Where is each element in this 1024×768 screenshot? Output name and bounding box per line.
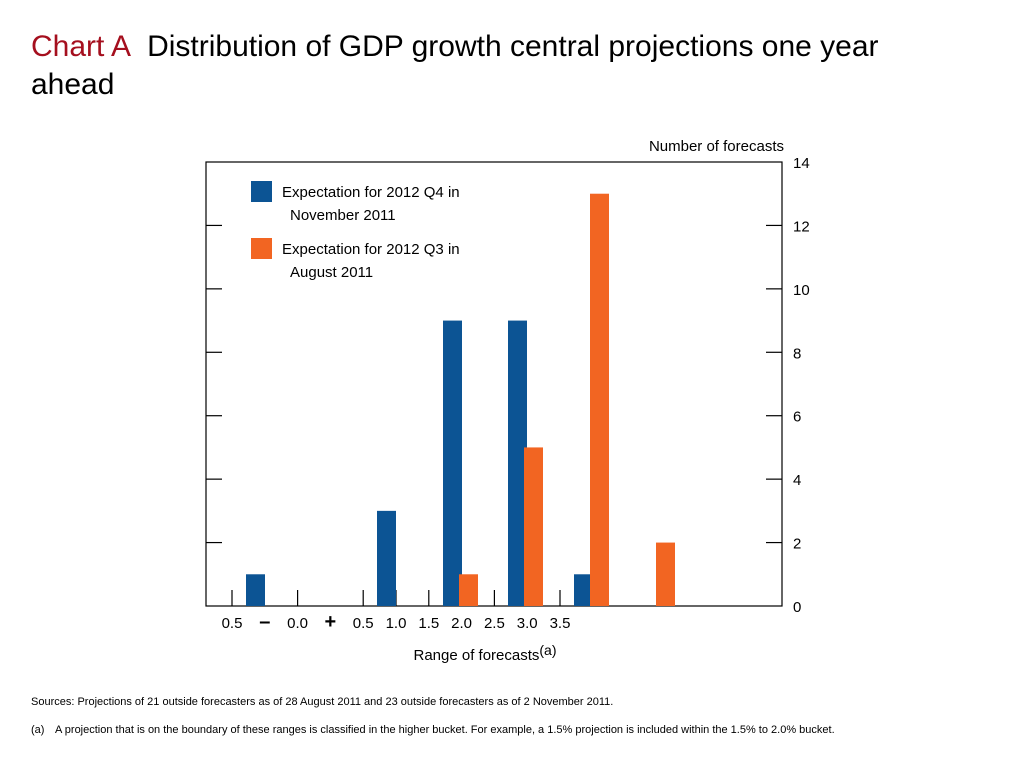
y-tick-label: 8 — [793, 345, 801, 362]
footnote-marker: (a) — [31, 724, 45, 736]
sources-note: Sources: Projections of 21 outside forec… — [31, 696, 614, 708]
x-tick-label: 1.0 — [386, 615, 407, 632]
footnote: (a) A projection that is on the boundary … — [31, 724, 835, 736]
x-tick-label: 2.0 — [451, 615, 472, 632]
legend-label-line1: Expectation for 2012 Q3 in — [282, 241, 460, 258]
bar-nov-2011 — [508, 320, 527, 606]
x-axis-label-text: Range of forecasts — [413, 647, 539, 664]
bars — [246, 193, 675, 606]
x-tick-label: 0.0 — [287, 615, 308, 632]
legend: Expectation for 2012 Q4 in November 2011 E… — [251, 181, 460, 281]
y-tick-label: 4 — [793, 472, 801, 489]
legend-label-line1: Expectation for 2012 Q4 in — [282, 184, 460, 201]
x-tick-label: – — [259, 611, 270, 633]
x-axis-ticks: 0.5–0.0 +0.5 1.0 1.5 2.0 2.5 3.0 3.5 — [222, 590, 571, 633]
legend-swatch — [251, 238, 272, 259]
y-tick-label: 0 — [793, 599, 801, 616]
legend-label-line2: November 2011 — [290, 207, 396, 224]
x-tick-label: 2.5 — [484, 615, 505, 632]
bar-nov-2011 — [574, 574, 593, 606]
plot-border — [205, 161, 783, 607]
x-tick-label: 1.5 — [418, 615, 439, 632]
x-tick-label: + — [325, 611, 337, 633]
bar-nov-2011 — [246, 574, 265, 606]
legend-label-line2: August 2011 — [290, 264, 373, 281]
y-tick-label: 14 — [793, 155, 810, 172]
x-tick-label: 3.5 — [550, 615, 571, 632]
legend-swatch — [251, 181, 272, 202]
bar-aug-2011 — [656, 542, 675, 606]
x-axis-label-note: (a) — [539, 642, 556, 658]
plot-frame — [205, 161, 783, 607]
bar-aug-2011 — [459, 574, 478, 606]
x-tick-label: 3.0 — [517, 615, 538, 632]
bar-nov-2011 — [443, 320, 462, 606]
chart-title-text: Distribution of GDP growth central proje… — [31, 30, 879, 101]
chart-title: Chart A Distribution of GDP growth centra… — [31, 28, 931, 104]
x-tick-label: 0.5 — [222, 615, 243, 632]
y-tick-label: 6 — [793, 409, 801, 426]
y-axis-label: Number of forecasts — [649, 138, 784, 155]
x-axis-label: Range of forecasts(a) — [413, 642, 556, 664]
bar-aug-2011 — [524, 447, 543, 606]
y-tick-label: 10 — [793, 282, 810, 299]
y-tick-label: 12 — [793, 218, 810, 235]
x-tick-label: 0.5 — [353, 615, 374, 632]
bar-aug-2011 — [590, 193, 609, 606]
chart-title-label: Chart A — [31, 30, 132, 63]
bar-nov-2011 — [377, 510, 396, 606]
y-axis-ticks: 0 2 4 6 8 10 12 14 — [206, 155, 810, 616]
y-tick-label: 2 — [793, 536, 801, 553]
footnote-text: A projection that is on the boundary of … — [55, 724, 835, 736]
